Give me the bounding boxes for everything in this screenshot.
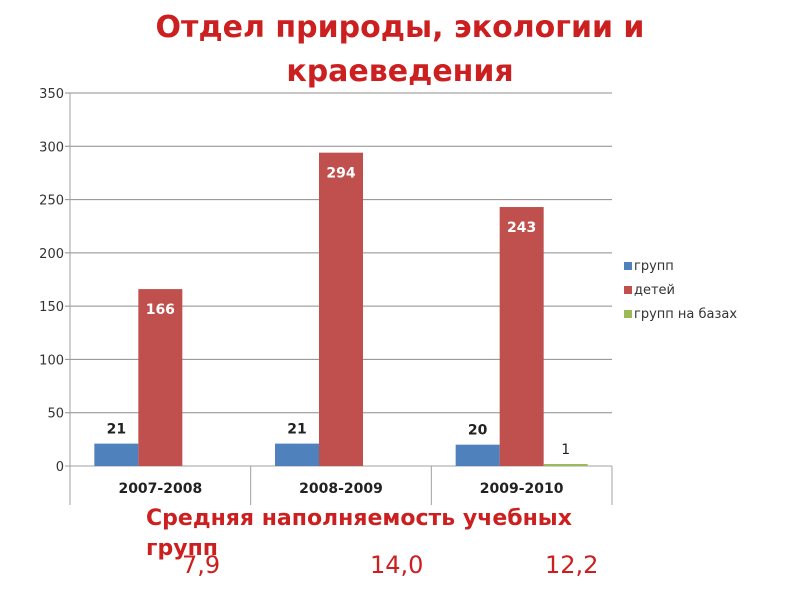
legend-swatch — [624, 310, 632, 318]
bar-детей — [138, 289, 183, 466]
legend-label: групп — [634, 259, 674, 274]
data-label: 21 — [287, 422, 306, 438]
legend-swatch — [624, 286, 632, 294]
y-tick-label: 250 — [39, 194, 64, 209]
bar-групп — [455, 444, 500, 466]
legend-swatch — [624, 262, 632, 270]
bar-детей — [499, 207, 544, 466]
y-tick-label: 0 — [56, 460, 64, 475]
y-tick-label: 150 — [39, 300, 64, 315]
bar-детей — [319, 152, 363, 466]
average-value-2009-2010: 12,2 — [545, 551, 599, 579]
y-tick-label: 200 — [39, 247, 64, 262]
data-label: 294 — [326, 166, 355, 182]
data-label: 243 — [507, 220, 536, 236]
y-tick-label: 100 — [39, 353, 64, 368]
page-title: Отдел природы, экологии и краеведения — [155, 10, 645, 89]
x-tick-label: 2007-2008 — [118, 481, 202, 497]
data-label: 21 — [107, 422, 126, 438]
y-tick-label: 300 — [39, 140, 64, 155]
legend-label: детей — [634, 283, 675, 298]
data-label: 20 — [468, 423, 488, 439]
data-label: 1 — [561, 442, 570, 458]
bar-групп — [94, 443, 139, 466]
y-tick-label: 50 — [47, 407, 64, 422]
average-value-2008-2009: 14,0 — [370, 551, 424, 579]
data-label: 166 — [146, 302, 175, 318]
bar-групп — [275, 443, 319, 466]
y-tick-label: 350 — [39, 87, 64, 102]
average-value-2007-2008: 7,9 — [182, 551, 221, 579]
legend-label: групп на базах — [634, 307, 737, 322]
x-tick-label: 2009-2010 — [480, 481, 564, 497]
bar-групп-на-базах — [543, 464, 588, 466]
average-fill-note: Средняя наполняемость учебных групп — [146, 506, 572, 561]
x-tick-label: 2008-2009 — [299, 481, 383, 497]
